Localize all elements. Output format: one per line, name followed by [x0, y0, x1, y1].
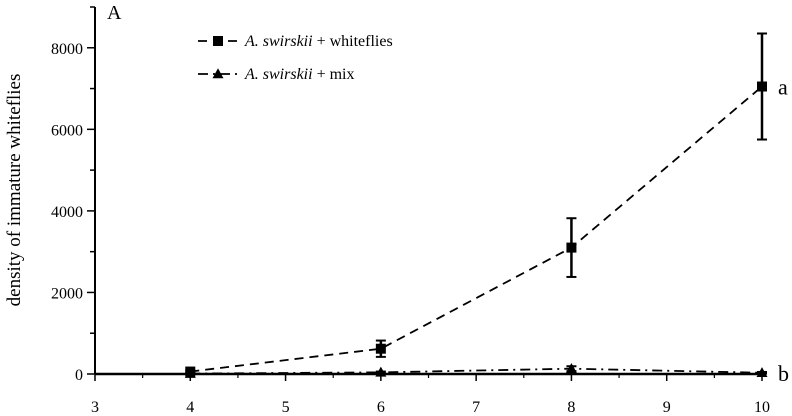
x-tick-label: 5 [282, 399, 290, 416]
y-tick-label: 6000 [51, 122, 83, 139]
legend-marker [213, 36, 223, 46]
data-point [375, 366, 387, 377]
data-point [756, 367, 768, 378]
y-tick-label: 2000 [51, 285, 83, 302]
y-tick-label: 8000 [51, 41, 83, 58]
y-tick-label: 0 [75, 367, 83, 384]
data-point [565, 362, 577, 373]
legend-marker [212, 68, 224, 79]
x-tick-label: 10 [754, 399, 770, 416]
x-tick-label: 8 [567, 399, 575, 416]
legend-label-species: A. swirskii [244, 33, 313, 50]
data-point [184, 367, 196, 378]
legend-entry-2: A. swirskii + mix [198, 66, 354, 83]
y-tick-label: 4000 [51, 204, 83, 221]
x-tick-label: 6 [377, 399, 385, 416]
x-tick-label: 4 [186, 399, 194, 416]
legend-label-treatment: + whiteflies [313, 33, 393, 50]
panel-label: A [107, 2, 122, 24]
x-tick-label: 7 [472, 399, 480, 416]
significance-label: a [778, 75, 788, 100]
series-2: b [184, 361, 789, 386]
series-line [190, 367, 763, 375]
y-axis-label: density of immature whiteflies [4, 74, 25, 307]
series-1: a [185, 32, 788, 377]
data-point [757, 81, 767, 92]
x-tick-label: 9 [663, 399, 671, 416]
legend-label-treatment: + mix [313, 66, 355, 83]
legend-label: A. swirskii + whiteflies [244, 33, 393, 50]
data-point [375, 343, 386, 354]
significance-label: b [778, 361, 789, 386]
data-point [566, 242, 577, 253]
series-line [190, 85, 763, 373]
legend-label: A. swirskii + mix [244, 66, 354, 83]
series-layer: ab [184, 32, 789, 386]
legend-label-species: A. swirskii [244, 66, 313, 83]
x-tick-label: 3 [91, 399, 99, 416]
legend-entry-1: A. swirskii + whiteflies [198, 33, 393, 50]
axes: 0 2000 4000 6000 8000 3 4 5 6 7 8 9 10 [51, 6, 770, 416]
